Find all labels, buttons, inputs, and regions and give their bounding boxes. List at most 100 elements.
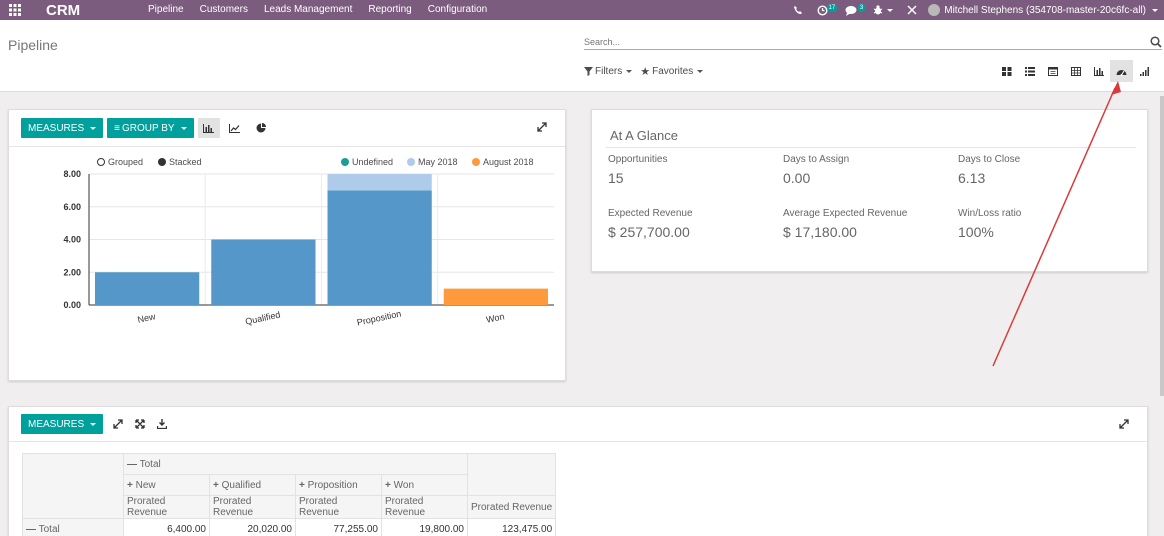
menu-configuration[interactable]: Configuration — [427, 4, 488, 15]
row-header-total[interactable]: — Total — [22, 518, 124, 536]
favorites-button[interactable]: ★ Favorites — [640, 66, 704, 77]
divider — [9, 146, 565, 147]
control-panel: Pipeline Filters ★ Favorites — [0, 20, 1164, 92]
legend-swatch — [407, 158, 415, 166]
avatar — [928, 4, 941, 16]
flip-axis-button[interactable] — [107, 414, 129, 434]
phone-icon[interactable] — [786, 5, 810, 15]
row-label: Total — [38, 523, 60, 535]
filters-button[interactable]: Filters — [584, 66, 633, 77]
kpi-label: Win/Loss ratio — [958, 208, 1022, 219]
expand-icon[interactable] — [537, 122, 547, 135]
search-icon[interactable] — [1150, 36, 1162, 51]
header-label: Total — [139, 458, 161, 470]
download-button[interactable] — [151, 414, 173, 434]
y-tick-label: 4.00 — [63, 235, 81, 245]
kpi-label: Average Expected Revenue — [783, 208, 908, 219]
pivot-panel: MEASURES — Total + New — [8, 406, 1148, 536]
expand-icon[interactable] — [1119, 419, 1129, 432]
graph-view-button[interactable] — [1087, 60, 1110, 82]
calendar-view-button[interactable] — [1041, 60, 1064, 82]
line-chart-icon — [229, 123, 241, 133]
search-bar — [584, 34, 1162, 50]
cohort-view-button[interactable] — [1133, 60, 1156, 82]
legend-label: Undefined — [352, 157, 394, 167]
chevron-down-icon — [887, 8, 894, 12]
group-by-button[interactable]: ≡ GROUP BY — [107, 118, 194, 138]
pivot-cell[interactable]: 20,020.00 — [209, 518, 296, 536]
graph-panel: MEASURES ≡ GROUP BY Grouped Stacked Unde… — [8, 109, 566, 381]
expand-plus-icon: + — [127, 479, 133, 491]
x-tick-label: Won — [485, 311, 505, 325]
bar-proposition-undefined — [327, 190, 432, 305]
legend-undefined[interactable]: Undefined — [341, 157, 393, 167]
pivot-header-proposition[interactable]: + Proposition — [295, 474, 382, 496]
kpi-opportunities: Opportunities 15 — [608, 154, 667, 186]
user-menu[interactable]: Mitchell Stephens (354708-master-20c6fc-… — [924, 4, 1164, 16]
legend-may-2018[interactable]: May 2018 — [407, 157, 458, 167]
pivot-header-total[interactable]: — Total — [123, 453, 468, 475]
kpi-value: $ 257,700.00 — [608, 224, 690, 240]
pivot-cell[interactable]: 123,475.00 — [466, 518, 557, 536]
legend-august-2018[interactable]: August 2018 — [472, 157, 534, 167]
y-tick-label: 6.00 — [63, 202, 81, 212]
pivot-view-button[interactable] — [1064, 60, 1087, 82]
menu-pipeline[interactable]: Pipeline — [148, 4, 184, 15]
expand-all-icon — [135, 419, 145, 429]
line-chart-button[interactable] — [224, 118, 246, 138]
bar-qualified-undefined — [211, 239, 316, 305]
expand-all-button[interactable] — [129, 414, 151, 434]
breadcrumb[interactable]: Pipeline — [8, 37, 58, 53]
menu-leads-management[interactable]: Leads Management — [263, 4, 353, 15]
search-input[interactable] — [584, 36, 1134, 47]
pivot-header-won[interactable]: + Won — [381, 474, 468, 496]
measure-header: Prorated Revenue — [209, 495, 296, 519]
measures-label: MEASURES — [28, 122, 85, 134]
header-label: Qualified — [221, 479, 262, 491]
chevron-down-icon — [1152, 8, 1158, 12]
kpi-value: 6.13 — [958, 170, 986, 186]
messages-icon[interactable]: 3 — [838, 3, 866, 16]
expand-plus-icon: + — [213, 479, 219, 491]
scrollbar[interactable] — [1160, 96, 1164, 396]
kpi-label: Opportunities — [608, 154, 668, 165]
flip-axis-icon — [113, 419, 123, 429]
kpi-expected-revenue: Expected Revenue $ 257,700.00 — [608, 208, 693, 240]
debug-icon[interactable] — [866, 5, 900, 15]
bars-icon: ≡ — [114, 122, 120, 134]
pivot-header-qualified[interactable]: + Qualified — [209, 474, 296, 496]
pivot-header-new[interactable]: + New — [123, 474, 210, 496]
mode-grouped[interactable]: Grouped — [97, 157, 143, 167]
legend-swatch — [341, 158, 349, 166]
download-icon — [157, 419, 168, 429]
kpi-value: 0.00 — [783, 170, 811, 186]
pie-chart-button[interactable] — [250, 118, 272, 138]
menu-customers[interactable]: Customers — [199, 4, 248, 15]
message-count-badge: 3 — [857, 3, 866, 12]
bar-chart-button[interactable] — [197, 118, 220, 138]
pivot-cell[interactable]: 19,800.00 — [381, 518, 468, 536]
filter-icon — [584, 67, 593, 76]
measures-label: MEASURES — [28, 418, 85, 430]
activity-icon[interactable]: 17 — [810, 3, 838, 16]
list-icon — [1024, 66, 1035, 76]
dashboard-view-button[interactable] — [1110, 60, 1133, 82]
list-view-button[interactable] — [1018, 60, 1041, 82]
kanban-view-button[interactable] — [995, 60, 1018, 82]
user-name: Mitchell Stephens (354708-master-20c6fc-… — [944, 4, 1146, 16]
at-a-glance-panel: At A Glance Opportunities 15 Days to Ass… — [591, 109, 1148, 272]
legend-label: August 2018 — [483, 157, 534, 167]
chevron-down-icon — [90, 422, 97, 426]
measures-button[interactable]: MEASURES — [21, 118, 104, 138]
menu-reporting[interactable]: Reporting — [368, 4, 412, 15]
mode-stacked[interactable]: Stacked — [158, 157, 202, 167]
measure-header: Prorated Revenue — [123, 495, 210, 519]
app-brand[interactable]: CRM — [46, 1, 81, 19]
view-switcher — [995, 60, 1156, 82]
kpi-label: Days to Assign — [783, 154, 850, 165]
pivot-cell[interactable]: 6,400.00 — [123, 518, 210, 536]
pivot-cell[interactable]: 77,255.00 — [295, 518, 382, 536]
pivot-measures-button[interactable]: MEASURES — [21, 414, 104, 434]
apps-menu-icon[interactable] — [0, 0, 30, 20]
tools-icon[interactable] — [900, 5, 924, 15]
